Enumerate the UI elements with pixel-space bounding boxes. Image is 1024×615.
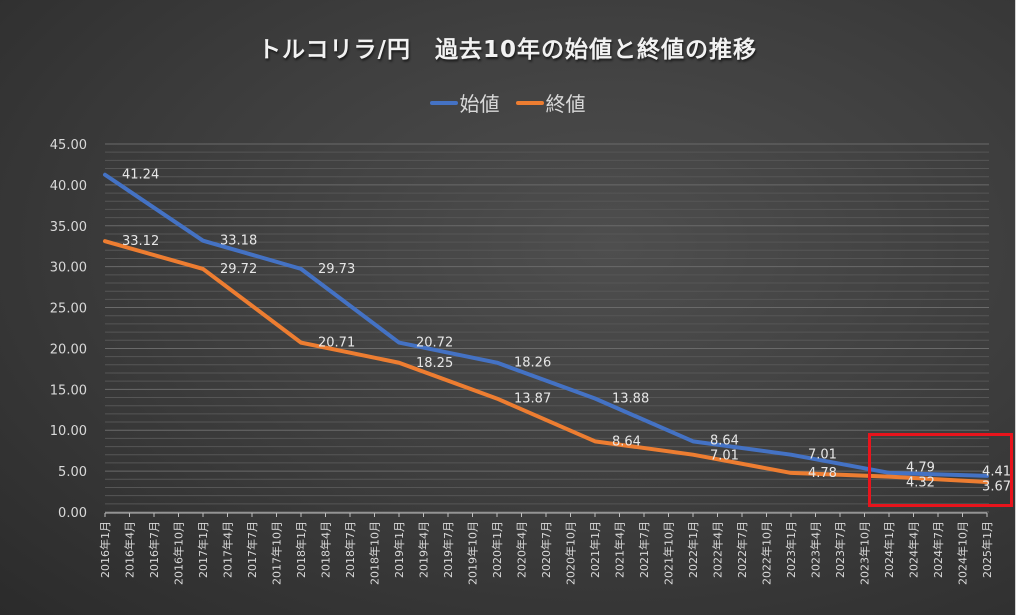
x-tick-label: 2016年4月 [123, 521, 137, 578]
x-tick-label: 2017年10月 [270, 521, 284, 585]
legend-swatch-open [429, 100, 458, 105]
x-tick-label: 2022年10月 [760, 521, 774, 585]
x-tick-label: 2021年1月 [588, 521, 602, 578]
data-label: 4.78 [808, 466, 837, 481]
x-tick-label: 2019年4月 [417, 521, 431, 578]
y-tick-label: 10.00 [50, 424, 87, 439]
data-label: 7.01 [710, 449, 739, 464]
y-tick-label: 0.00 [58, 506, 87, 521]
data-label: 3.67 [982, 479, 1011, 494]
data-label: 41.24 [122, 168, 159, 183]
x-tick-label: 2019年7月 [441, 521, 455, 578]
data-label: 4.32 [906, 475, 935, 490]
x-tick-label: 2024年1月 [882, 521, 896, 578]
x-tick-label: 2016年10月 [172, 521, 186, 585]
x-tick-label: 2021年7月 [637, 521, 651, 578]
y-tick-label: 45.00 [50, 138, 87, 153]
y-tick-label: 25.00 [50, 302, 87, 317]
data-label: 18.25 [416, 356, 453, 371]
x-tick-label: 2023年10月 [858, 521, 872, 585]
x-tick-label: 2020年1月 [490, 521, 504, 578]
legend-label-open: 始値 [459, 92, 500, 116]
x-tick-label: 2019年1月 [392, 521, 406, 578]
x-tick-label: 2018年1月 [294, 521, 308, 578]
data-label: 33.18 [220, 234, 257, 249]
y-tick-label: 20.00 [50, 342, 87, 357]
x-tick-label: 2023年1月 [784, 521, 798, 578]
x-tick-label: 2021年4月 [613, 521, 627, 578]
x-tick-label: 2022年4月 [711, 521, 725, 578]
y-tick-label: 40.00 [50, 179, 87, 194]
x-tick-label: 2017年4月 [221, 521, 235, 578]
x-tick-label: 2016年1月 [98, 521, 112, 578]
x-tick-label: 2022年1月 [686, 521, 700, 578]
x-tick-label: 2017年1月 [196, 521, 210, 578]
x-tick-label: 2021年10月 [662, 521, 676, 585]
legend-swatch-close [515, 100, 544, 105]
x-tick-label: 2023年4月 [809, 521, 823, 578]
chart-title: トルコリラ/円 過去10年の始値と終値の推移 [258, 37, 757, 63]
data-label: 33.12 [122, 234, 159, 249]
highlight-box [868, 433, 1013, 507]
y-tick-label: 35.00 [50, 220, 87, 235]
x-tick-label: 2025年1月 [980, 521, 994, 578]
x-tick-label: 2019年10月 [466, 521, 480, 585]
x-tick-label: 2018年4月 [319, 521, 333, 578]
spreadsheet-edge [1015, 0, 1024, 615]
y-tick-label: 15.00 [50, 383, 87, 398]
x-tick-label: 2020年7月 [539, 521, 553, 578]
data-label: 29.73 [318, 262, 355, 277]
data-label: 4.41 [982, 464, 1011, 479]
data-label: 8.64 [710, 434, 739, 449]
x-tick-label: 2016年7月 [147, 521, 161, 578]
x-tick-label: 2023年7月 [833, 521, 847, 578]
legend: 始値 終値 [0, 88, 1015, 117]
data-label: 20.71 [318, 336, 355, 351]
y-tick-label: 5.00 [58, 465, 87, 480]
legend-label-close: 終値 [545, 92, 586, 116]
data-label: 20.72 [416, 336, 453, 351]
legend-item-open[interactable]: 始値 [429, 88, 500, 117]
x-tick-label: 2024年4月 [907, 521, 921, 578]
data-label: 29.72 [220, 262, 257, 277]
data-label: 8.64 [612, 434, 641, 449]
data-label: 13.88 [612, 391, 649, 406]
data-label: 18.26 [514, 356, 551, 371]
data-label: 4.79 [906, 460, 935, 475]
x-tick-label: 2022年7月 [735, 521, 749, 578]
series-line-open [103, 172, 989, 478]
x-tick-label: 2020年10月 [564, 521, 578, 585]
x-tick-label: 2018年7月 [343, 521, 357, 578]
y-tick-label: 30.00 [50, 261, 87, 276]
x-tick-label: 2024年10月 [956, 521, 970, 585]
data-label: 13.87 [514, 392, 551, 407]
x-tick-label: 2020年4月 [515, 521, 529, 578]
x-tick-label: 2024年7月 [931, 521, 945, 578]
data-label: 7.01 [808, 448, 837, 463]
x-tick-label: 2017年7月 [245, 521, 259, 578]
x-tick-label: 2018年10月 [368, 521, 382, 585]
legend-item-close[interactable]: 終値 [515, 88, 586, 117]
series-line-close [103, 239, 989, 484]
